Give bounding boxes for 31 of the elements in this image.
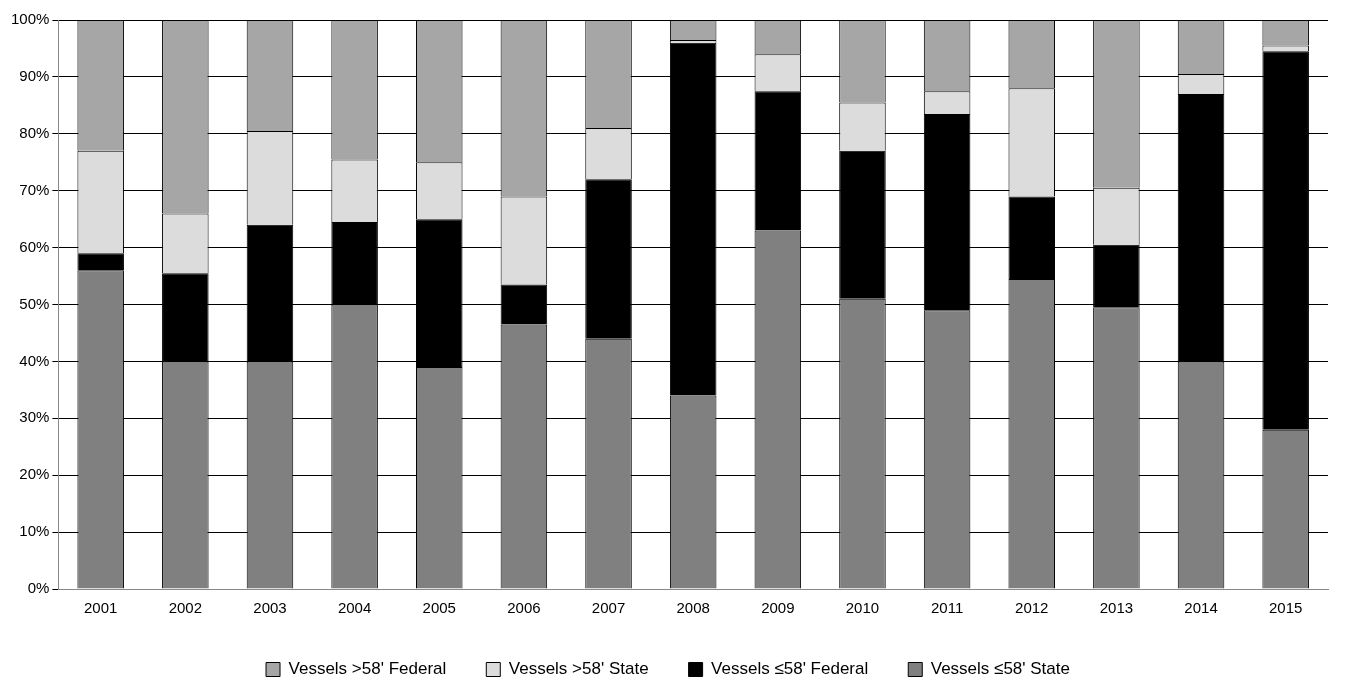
x-tick-label: 2013 bbox=[1099, 599, 1134, 617]
y-tick-label: 70% bbox=[19, 180, 50, 198]
y-tick-label: 20% bbox=[19, 465, 50, 483]
x-tick-label: 2004 bbox=[337, 599, 372, 617]
x-tick-label: 2009 bbox=[761, 599, 795, 617]
x-tick-label: 2003 bbox=[253, 599, 287, 617]
x-tick-label: 2001 bbox=[84, 599, 118, 617]
y-tick-label: 40% bbox=[19, 351, 50, 369]
x-tick-label: 2005 bbox=[422, 599, 456, 617]
x-tick-label: 2014 bbox=[1184, 599, 1218, 617]
y-tick-label: 90% bbox=[19, 67, 50, 85]
x-tick-label: 2002 bbox=[168, 599, 203, 617]
x-tick-label: 2012 bbox=[1015, 599, 1049, 617]
x-tick-label: 2007 bbox=[591, 599, 626, 617]
y-tick-label: 60% bbox=[19, 237, 50, 255]
x-tick-label: 2010 bbox=[845, 599, 880, 617]
y-tick-label: 10% bbox=[19, 522, 50, 540]
x-tick-label: 2006 bbox=[507, 599, 541, 617]
y-tick-label: 50% bbox=[19, 294, 50, 312]
y-tick-label: 30% bbox=[19, 408, 50, 426]
x-tick-label: 2008 bbox=[676, 599, 710, 617]
x-tick-label: 2011 bbox=[930, 599, 964, 617]
legend-label: Vessels >58' Federal bbox=[288, 659, 447, 679]
x-tick-label: 2015 bbox=[1268, 599, 1303, 617]
bar bbox=[77, 253, 124, 271]
y-tick-label: 80% bbox=[19, 123, 50, 141]
y-tick-label: 0% bbox=[27, 579, 50, 597]
legend-label: Vessels ≤58' Federal bbox=[711, 659, 869, 679]
y-tick-label: 100% bbox=[10, 10, 50, 28]
legend-label: Vessels ≤58' State bbox=[930, 659, 1070, 679]
legend-label: Vessels >58' State bbox=[508, 659, 649, 679]
